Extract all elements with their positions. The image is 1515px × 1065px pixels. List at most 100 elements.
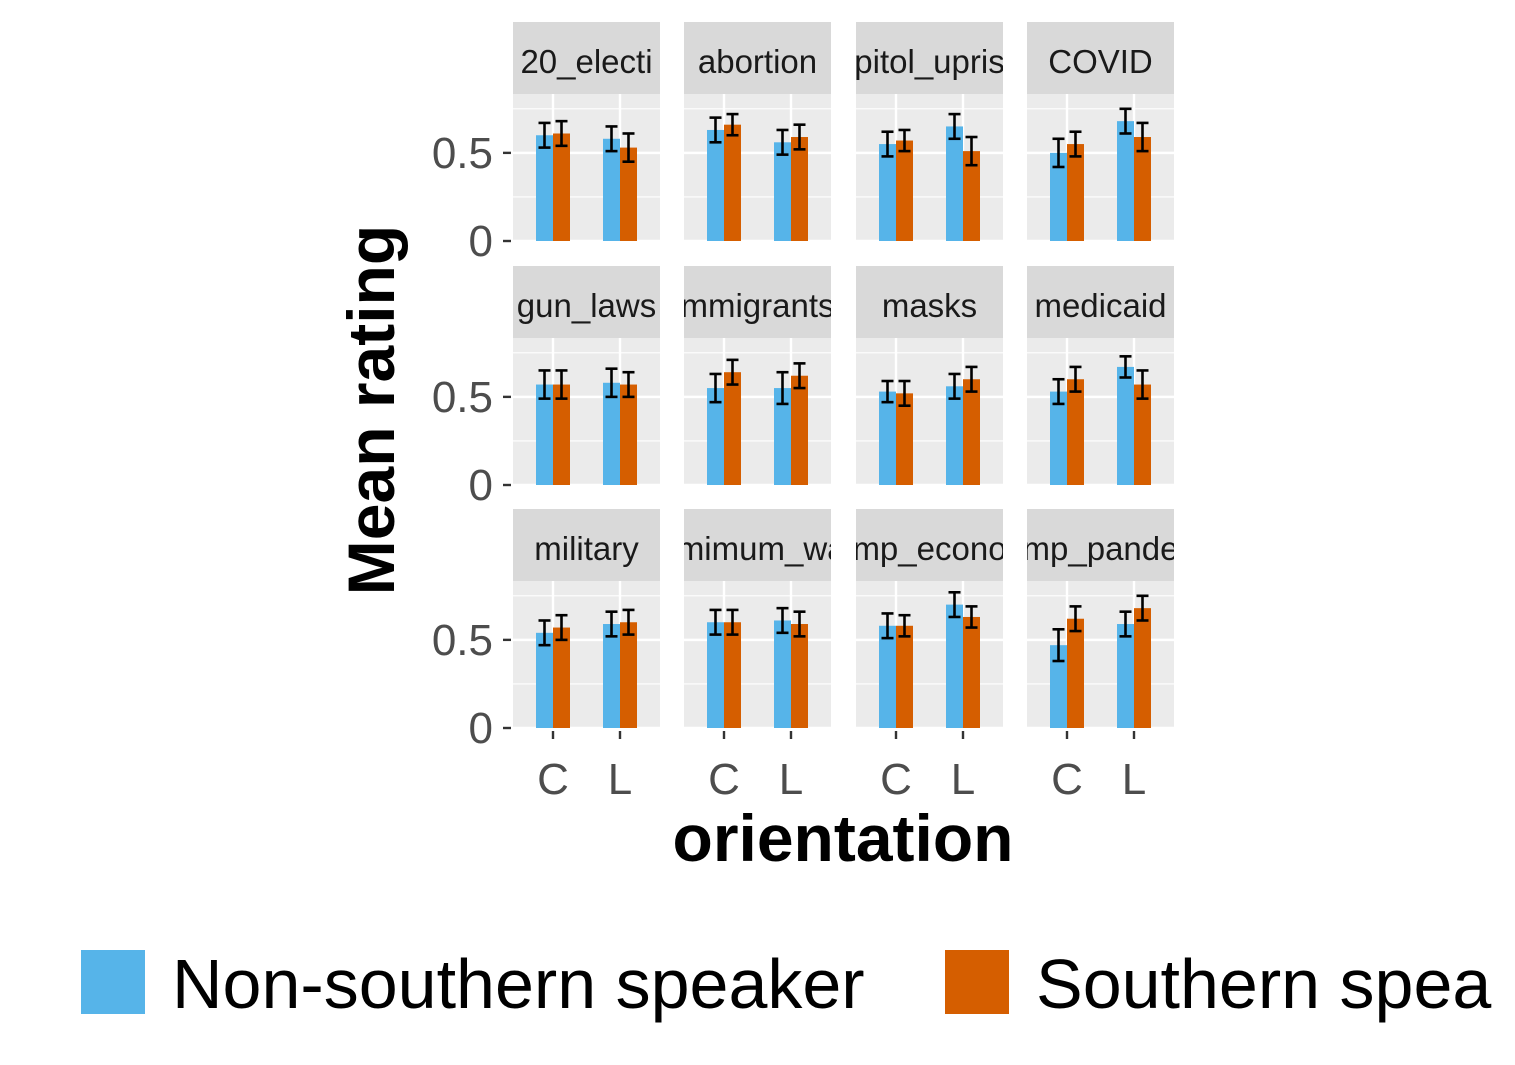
error-bar [898,613,911,638]
bar [946,604,963,728]
error-bar [1119,107,1132,135]
error-bar [1119,610,1132,638]
legend-item: Non-southern speaker [79,945,865,1023]
y-tick-label: 0.5 [432,616,493,665]
bar [603,138,620,241]
y-tick-label: 0 [469,704,493,753]
error-bar [898,128,911,153]
bar [946,126,963,241]
error-bar [726,112,739,137]
panel-background [684,94,831,241]
bar [707,622,724,728]
x-tick-label: L [608,755,632,804]
error-bar [965,605,978,629]
error-bar [1052,137,1065,169]
error-bar [726,608,739,636]
error-bar [538,369,551,400]
bar [1050,391,1067,485]
y-tick-label: 0 [469,461,493,510]
bar [1134,384,1151,485]
legend-swatch [943,948,1011,1016]
panel-background [684,338,831,485]
facet-panel: gun_laws [513,266,660,487]
panel-background [513,94,660,241]
bar [791,137,808,241]
bar [1050,152,1067,241]
facet-label: military [534,530,639,567]
bar [603,624,620,728]
bar [536,135,553,241]
error-bar [622,370,635,399]
legend-item: Southern spea [943,945,1491,1023]
bar [1067,618,1084,728]
error-bar [776,370,789,406]
bar [896,393,913,485]
facet-strip [856,266,1003,338]
facet-strip [856,509,1003,581]
bar [1050,645,1067,728]
bar [724,372,741,485]
panel-background [513,581,660,728]
facet-label: abortion [698,43,817,80]
facet-strip [684,509,831,581]
bar [707,388,724,485]
bar [896,140,913,241]
bar [1117,624,1134,728]
bar [724,124,741,241]
bar [791,375,808,485]
y-tick-label: 0.5 [432,373,493,422]
error-bar [793,362,806,390]
legend-label: Non-southern speaker [172,945,865,1023]
facet-label: pitol_upris [854,43,1004,80]
facet-label: gun_laws [517,287,656,324]
facet-panel: medicaid [1027,266,1174,487]
panel-background [856,94,1003,241]
error-bar [726,358,739,386]
error-bar [776,606,789,635]
facet-strip [513,509,660,581]
x-axis-title: orientation [673,801,1014,875]
legend-label: Southern spea [1036,945,1491,1023]
error-bar [1052,377,1065,406]
x-tick-label: C [537,755,569,804]
error-bar [881,612,894,640]
error-bar [1069,130,1082,158]
facet-label: mmigrants [680,287,834,324]
legend-swatch [79,948,147,1016]
error-bar [622,608,635,636]
panel-background [856,338,1003,485]
error-bar [555,119,568,148]
facet-label: imimum_wa [669,530,846,567]
facet-panel: mp_pande [1027,509,1174,730]
panel-background [1027,338,1174,485]
x-tick-label: C [1051,755,1083,804]
error-bar [605,125,618,153]
error-bar [555,613,568,642]
bar [620,622,637,728]
error-bar [1119,355,1132,379]
panel-background [1027,581,1174,728]
error-bar [1052,627,1065,663]
error-bar [776,128,789,156]
facet-panel: mp_econo [856,509,1003,730]
y-tick-label: 0 [469,217,493,266]
error-bar [793,610,806,638]
facet-strip [856,22,1003,94]
error-bar [948,590,961,619]
bar [707,129,724,241]
facet-strip [684,266,831,338]
bar [946,386,963,485]
panel-background [684,581,831,728]
error-bar [881,130,894,158]
error-bar [965,135,978,167]
facet-label: masks [882,287,977,324]
bar [879,391,896,485]
facet-label: COVID [1048,43,1153,80]
error-bar [605,610,618,638]
facet-panel: pitol_upris [854,22,1004,243]
facet-panel: military [513,509,660,730]
bar [774,388,791,485]
x-tick-label: C [880,755,912,804]
error-bar [538,619,551,647]
